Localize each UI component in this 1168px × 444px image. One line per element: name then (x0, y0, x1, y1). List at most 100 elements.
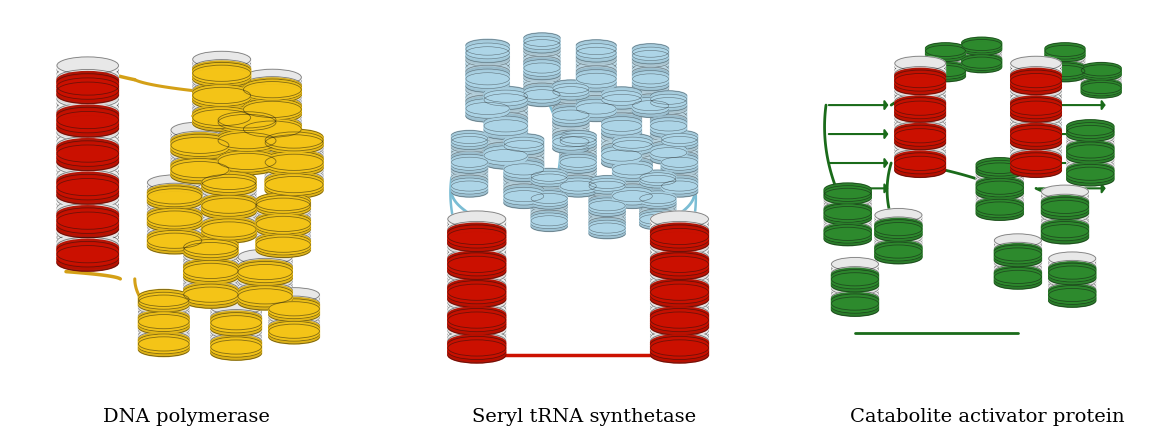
Ellipse shape (202, 180, 256, 195)
Ellipse shape (531, 171, 568, 181)
Ellipse shape (269, 323, 319, 337)
Ellipse shape (466, 58, 509, 70)
Ellipse shape (523, 66, 561, 76)
Ellipse shape (651, 254, 709, 271)
Ellipse shape (147, 189, 202, 204)
Ellipse shape (552, 137, 589, 147)
Ellipse shape (447, 326, 506, 342)
Ellipse shape (651, 121, 687, 131)
Ellipse shape (447, 247, 506, 264)
Ellipse shape (640, 195, 676, 205)
Ellipse shape (447, 331, 506, 347)
Ellipse shape (589, 202, 625, 212)
Ellipse shape (466, 106, 509, 118)
Ellipse shape (256, 215, 311, 230)
Ellipse shape (171, 162, 229, 178)
Ellipse shape (139, 316, 189, 330)
Ellipse shape (503, 134, 544, 145)
Ellipse shape (602, 115, 641, 126)
Ellipse shape (147, 228, 202, 243)
Ellipse shape (183, 251, 238, 266)
Ellipse shape (895, 87, 945, 102)
Ellipse shape (640, 175, 676, 186)
Ellipse shape (269, 318, 319, 333)
Ellipse shape (825, 191, 871, 204)
Ellipse shape (633, 99, 668, 109)
Ellipse shape (503, 190, 544, 202)
Ellipse shape (57, 139, 118, 156)
Ellipse shape (1082, 87, 1121, 98)
Ellipse shape (269, 303, 319, 317)
Ellipse shape (1010, 122, 1062, 136)
Ellipse shape (193, 56, 251, 71)
Ellipse shape (651, 143, 687, 153)
Ellipse shape (1066, 159, 1114, 172)
Ellipse shape (612, 149, 653, 160)
Ellipse shape (895, 61, 945, 75)
Ellipse shape (651, 274, 709, 290)
Ellipse shape (147, 234, 202, 250)
Ellipse shape (531, 181, 568, 191)
Ellipse shape (895, 163, 945, 177)
Ellipse shape (523, 85, 561, 95)
Ellipse shape (243, 95, 301, 111)
Ellipse shape (265, 159, 324, 174)
Ellipse shape (183, 247, 238, 262)
Ellipse shape (925, 53, 966, 64)
Ellipse shape (832, 258, 878, 271)
Ellipse shape (243, 84, 301, 100)
Ellipse shape (466, 75, 509, 87)
Ellipse shape (202, 186, 256, 202)
Ellipse shape (640, 216, 676, 226)
Ellipse shape (451, 187, 488, 197)
Ellipse shape (484, 120, 528, 132)
Ellipse shape (447, 223, 506, 239)
Ellipse shape (243, 71, 301, 87)
Ellipse shape (447, 213, 506, 229)
Ellipse shape (183, 241, 238, 256)
Ellipse shape (651, 324, 709, 341)
Ellipse shape (193, 95, 251, 112)
Ellipse shape (503, 139, 544, 150)
Ellipse shape (661, 182, 697, 193)
Ellipse shape (193, 79, 251, 95)
Ellipse shape (976, 185, 1023, 198)
Ellipse shape (895, 70, 945, 84)
Ellipse shape (1010, 113, 1062, 127)
Ellipse shape (265, 171, 324, 187)
Ellipse shape (561, 131, 597, 141)
Ellipse shape (1049, 270, 1096, 283)
Ellipse shape (633, 95, 668, 106)
Ellipse shape (256, 216, 311, 231)
Ellipse shape (1045, 62, 1085, 73)
Ellipse shape (57, 114, 118, 131)
Ellipse shape (447, 258, 506, 274)
Ellipse shape (523, 71, 561, 81)
Ellipse shape (640, 212, 676, 222)
Ellipse shape (1049, 293, 1096, 306)
Ellipse shape (661, 160, 697, 170)
Ellipse shape (139, 335, 189, 349)
Ellipse shape (576, 83, 617, 94)
Ellipse shape (661, 153, 697, 163)
Ellipse shape (589, 224, 625, 234)
Ellipse shape (832, 262, 878, 275)
Ellipse shape (589, 222, 625, 232)
Ellipse shape (256, 240, 311, 255)
Ellipse shape (447, 239, 506, 255)
Ellipse shape (451, 144, 488, 154)
Ellipse shape (651, 230, 709, 246)
Ellipse shape (183, 282, 238, 298)
Ellipse shape (57, 101, 118, 118)
Ellipse shape (976, 191, 1023, 205)
Ellipse shape (976, 168, 1023, 181)
Ellipse shape (210, 331, 262, 345)
Ellipse shape (976, 203, 1023, 216)
Ellipse shape (57, 208, 118, 225)
Ellipse shape (202, 225, 256, 240)
Ellipse shape (451, 138, 488, 148)
Ellipse shape (57, 143, 118, 160)
Ellipse shape (139, 306, 189, 321)
Ellipse shape (651, 148, 687, 158)
Ellipse shape (875, 228, 922, 242)
